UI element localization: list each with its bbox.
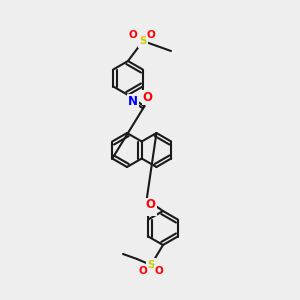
Text: N: N — [128, 95, 138, 108]
Text: O: O — [154, 266, 164, 276]
Text: O: O — [139, 266, 147, 276]
Text: S: S — [147, 260, 155, 270]
Text: O: O — [145, 198, 155, 211]
Text: O: O — [129, 30, 137, 40]
Text: O: O — [142, 91, 153, 104]
Text: O: O — [147, 30, 155, 40]
Text: S: S — [139, 36, 147, 46]
Text: N: N — [146, 202, 156, 215]
